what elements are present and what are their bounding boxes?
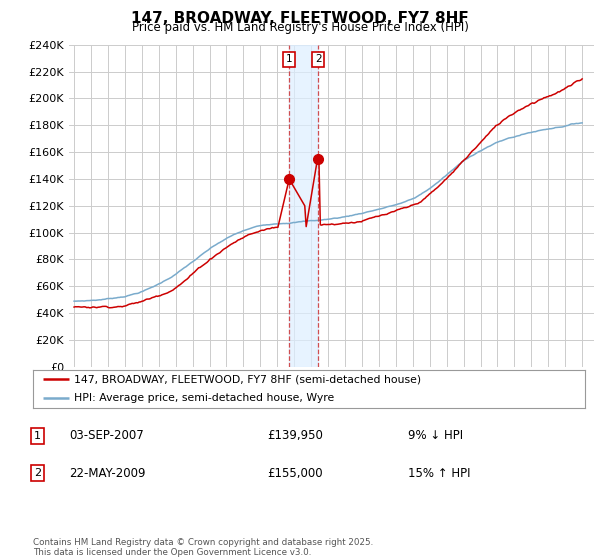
Text: 2: 2 bbox=[34, 468, 41, 478]
Text: 1: 1 bbox=[34, 431, 41, 441]
Text: Price paid vs. HM Land Registry's House Price Index (HPI): Price paid vs. HM Land Registry's House … bbox=[131, 21, 469, 34]
Text: 1: 1 bbox=[286, 54, 292, 64]
Text: 147, BROADWAY, FLEETWOOD, FY7 8HF: 147, BROADWAY, FLEETWOOD, FY7 8HF bbox=[131, 11, 469, 26]
Text: Contains HM Land Registry data © Crown copyright and database right 2025.
This d: Contains HM Land Registry data © Crown c… bbox=[33, 538, 373, 557]
Text: 03-SEP-2007: 03-SEP-2007 bbox=[69, 429, 144, 442]
Text: 2: 2 bbox=[315, 54, 322, 64]
Text: 147, BROADWAY, FLEETWOOD, FY7 8HF (semi-detached house): 147, BROADWAY, FLEETWOOD, FY7 8HF (semi-… bbox=[74, 374, 422, 384]
Text: £155,000: £155,000 bbox=[267, 466, 323, 480]
Text: 15% ↑ HPI: 15% ↑ HPI bbox=[408, 466, 470, 480]
Text: £139,950: £139,950 bbox=[267, 429, 323, 442]
Text: 22-MAY-2009: 22-MAY-2009 bbox=[69, 466, 146, 480]
Bar bbox=[289, 45, 318, 367]
Text: 9% ↓ HPI: 9% ↓ HPI bbox=[408, 429, 463, 442]
Text: HPI: Average price, semi-detached house, Wyre: HPI: Average price, semi-detached house,… bbox=[74, 393, 335, 403]
